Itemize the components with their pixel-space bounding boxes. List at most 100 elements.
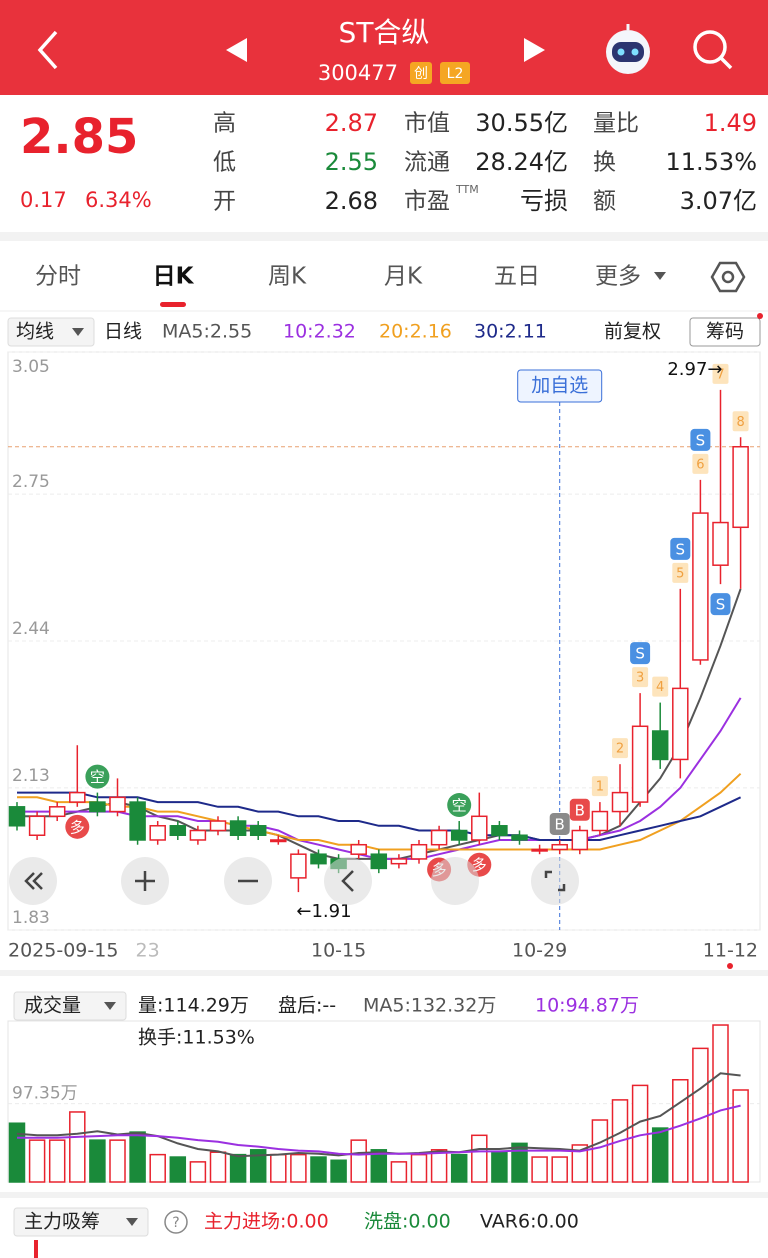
- volume-bar: [69, 1111, 86, 1183]
- volume-bar: [109, 1139, 126, 1183]
- ma-menu-box[interactable]: [7, 317, 95, 347]
- signal-text: S: [696, 431, 706, 449]
- signal-badge: [591, 776, 608, 797]
- tab[interactable]: 周K: [268, 264, 307, 290]
- volume-bar: [330, 1159, 347, 1183]
- next-stock[interactable]: [524, 38, 545, 62]
- quote-value: 2.87: [325, 109, 378, 137]
- indicator-value: VAR6:0.00: [480, 1211, 579, 1233]
- prev-stock[interactable]: [226, 38, 247, 62]
- candle-body: [370, 853, 388, 870]
- x-tick-label: 11-12: [703, 940, 758, 962]
- badge-bg: [440, 62, 470, 84]
- volume-bar: [270, 1153, 287, 1183]
- signal-text: S: [676, 540, 686, 558]
- candle-body: [571, 829, 589, 851]
- quote-value: 30.55亿: [475, 109, 568, 137]
- volume-menu-box[interactable]: [13, 991, 127, 1021]
- volume-bar: [189, 1161, 207, 1183]
- signal-badge: [712, 363, 729, 384]
- assistant-icon[interactable]: [606, 24, 650, 74]
- volume-bar: [591, 1119, 609, 1183]
- quote-value: 亏损: [520, 187, 568, 215]
- signal-text: 8: [736, 415, 744, 430]
- candle-body: [229, 820, 247, 836]
- candle-body: [189, 829, 207, 841]
- stock-code: 300477: [318, 61, 398, 85]
- signal-badge: [670, 537, 691, 560]
- y-tick-label: 2.75: [12, 472, 50, 492]
- quote-value: 2.55: [325, 148, 378, 176]
- candle-body: [209, 820, 227, 832]
- separator: [0, 1192, 768, 1198]
- chips-box[interactable]: [689, 317, 761, 347]
- indicator-menu-box[interactable]: [13, 1207, 149, 1237]
- quote-value: 2.68: [325, 187, 378, 215]
- extreme-label: 2.97→: [667, 359, 722, 380]
- chart-control[interactable]: [531, 857, 579, 905]
- tab[interactable]: 更多: [595, 264, 641, 290]
- volume-bar: [350, 1139, 367, 1183]
- price-change-pct: 6.34%: [85, 188, 152, 212]
- candle-body: [129, 801, 146, 841]
- ma-legend: MA5:2.55: [162, 321, 252, 343]
- icon: [24, 872, 43, 890]
- signal-text: S: [635, 645, 645, 663]
- candle-body: [350, 843, 367, 855]
- quote-label: 流通: [404, 150, 450, 176]
- signal-badge: [672, 562, 689, 583]
- tab[interactable]: 日K: [153, 264, 195, 290]
- help-icon[interactable]: [164, 1210, 188, 1234]
- volume-info: 盘后:--: [278, 995, 336, 1017]
- signal-badge: [549, 812, 570, 835]
- search-button[interactable]: [693, 30, 733, 70]
- candle-body: [732, 446, 749, 529]
- dropdown-arrow: [654, 272, 666, 280]
- candle-body: [712, 521, 729, 566]
- volume-info: 量:114.29万: [138, 995, 249, 1017]
- volume-bar: [370, 1149, 388, 1183]
- ma-legend: 10:2.32: [283, 321, 356, 343]
- volume-bar: [651, 1127, 669, 1183]
- x-tick-label: 2025-09-15: [8, 940, 118, 962]
- quote-label-sup: TTM: [455, 183, 479, 196]
- quote-label: 低: [213, 150, 236, 176]
- badge-bg: [410, 62, 432, 84]
- tab[interactable]: 分时: [35, 264, 81, 290]
- settings-button[interactable]: [710, 261, 746, 293]
- indicator-value: 主力进场:0.00: [204, 1211, 329, 1233]
- tab[interactable]: 五日: [494, 264, 540, 290]
- back-button[interactable]: [37, 30, 58, 70]
- volume-bar: [290, 1153, 307, 1183]
- candle-body: [149, 825, 166, 841]
- volume-ma-legend: MA5:132.32万: [363, 995, 496, 1017]
- signal-badge: [652, 676, 669, 697]
- signal-text: 6: [696, 457, 704, 472]
- candle-body: [89, 801, 106, 813]
- volume-bar: [712, 1024, 729, 1183]
- watch-label-box[interactable]: [517, 369, 603, 403]
- tab[interactable]: 月K: [384, 264, 423, 290]
- signal-badge: [732, 411, 749, 432]
- candle-body: [450, 829, 468, 841]
- candle-body: [672, 687, 689, 761]
- volume-bar: [169, 1156, 187, 1183]
- quote-value: 28.24亿: [475, 148, 568, 176]
- candle-body: [8, 806, 26, 827]
- dropdown-arrow: [126, 1218, 138, 1226]
- volume-bar: [310, 1156, 327, 1183]
- volume-bar: [249, 1149, 267, 1183]
- volume-bar: [410, 1153, 428, 1183]
- indicator-bar-stub: [34, 1240, 38, 1258]
- chart-control[interactable]: [324, 857, 372, 905]
- extreme-label: ←1.91: [296, 901, 351, 922]
- candle-body: [511, 834, 528, 841]
- chart-control[interactable]: [431, 857, 479, 905]
- x-tick-label: 10-29: [512, 940, 567, 962]
- separator: [0, 970, 768, 976]
- volume-bar: [8, 1122, 26, 1183]
- candle-body: [631, 725, 649, 803]
- signal-badge: [630, 642, 651, 665]
- volume-ma-legend: 10:94.87万: [535, 995, 639, 1017]
- stock-name: ST合纵: [339, 16, 430, 49]
